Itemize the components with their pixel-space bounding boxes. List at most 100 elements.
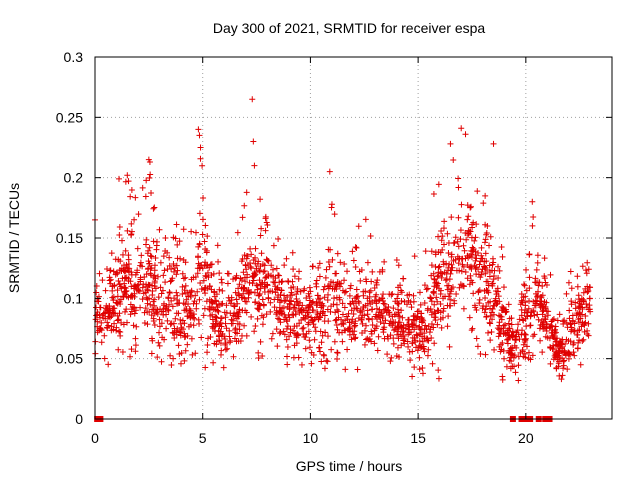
data-point	[500, 322, 507, 329]
data-point	[391, 311, 398, 318]
data-point	[118, 319, 125, 326]
data-point	[241, 284, 248, 291]
data-point	[289, 311, 296, 318]
data-point	[463, 236, 470, 243]
data-point	[147, 301, 154, 308]
data-point	[310, 351, 317, 358]
data-point	[154, 306, 161, 313]
data-point	[364, 295, 371, 302]
data-point	[254, 315, 261, 322]
data-point	[115, 346, 122, 353]
data-point	[173, 331, 180, 338]
data-point	[550, 342, 557, 349]
data-point	[286, 305, 293, 312]
data-point	[541, 298, 548, 305]
data-point	[258, 250, 265, 257]
data-point	[239, 214, 246, 221]
data-point	[339, 311, 346, 318]
data-point	[171, 335, 178, 342]
data-point	[325, 318, 332, 325]
data-point	[179, 317, 186, 324]
data-point	[271, 304, 278, 311]
data-point	[256, 292, 263, 299]
data-point	[576, 303, 583, 310]
data-point	[137, 304, 144, 311]
data-point	[274, 343, 281, 350]
data-point	[116, 224, 123, 231]
data-point	[500, 284, 507, 291]
data-point	[539, 321, 546, 328]
data-point	[535, 282, 542, 289]
data-point	[332, 317, 339, 324]
data-point	[330, 279, 337, 286]
data-point	[127, 278, 134, 285]
data-point	[254, 260, 261, 267]
data-point	[523, 266, 530, 273]
data-point	[485, 282, 492, 289]
data-point	[158, 320, 165, 327]
data-point	[461, 247, 468, 254]
data-point	[211, 328, 218, 335]
data-point	[128, 228, 135, 235]
data-point	[247, 245, 254, 252]
data-point	[580, 296, 587, 303]
data-point	[298, 361, 305, 368]
data-point	[346, 319, 353, 326]
data-point	[128, 346, 135, 353]
data-point	[262, 283, 269, 290]
data-point	[411, 337, 418, 344]
data-point	[291, 342, 298, 349]
data-point	[250, 277, 257, 284]
data-point	[189, 351, 196, 358]
data-point	[555, 360, 562, 367]
data-point	[505, 320, 512, 327]
data-point	[270, 279, 277, 286]
data-point	[417, 301, 424, 308]
data-point	[490, 259, 497, 266]
data-point	[145, 247, 152, 254]
data-point	[444, 282, 451, 289]
data-point	[428, 272, 435, 279]
data-point	[274, 296, 281, 303]
data-point	[371, 340, 378, 347]
data-point	[195, 126, 202, 133]
data-point	[536, 279, 543, 286]
data-point	[313, 302, 320, 309]
data-point	[404, 292, 411, 299]
data-point	[324, 283, 331, 290]
data-point	[516, 336, 523, 343]
data-point	[150, 205, 157, 212]
data-point	[482, 351, 489, 358]
data-point	[382, 305, 389, 312]
data-point	[329, 256, 336, 263]
data-point	[122, 308, 129, 315]
data-point	[521, 336, 528, 343]
data-point	[382, 306, 389, 313]
data-point	[451, 239, 458, 246]
data-point	[306, 284, 313, 291]
data-point	[431, 301, 438, 308]
data-point	[137, 262, 144, 269]
data-point	[503, 363, 510, 370]
data-point	[587, 284, 594, 291]
data-point	[515, 353, 522, 360]
data-point	[543, 320, 550, 327]
data-point	[444, 230, 451, 237]
data-point	[414, 308, 421, 315]
data-point	[143, 177, 150, 184]
data-point	[188, 287, 195, 294]
data-point	[263, 311, 270, 318]
data-point	[289, 249, 296, 256]
data-point	[209, 325, 216, 332]
data-point	[533, 266, 540, 273]
data-point	[142, 193, 149, 200]
data-point	[482, 192, 489, 199]
data-point	[444, 323, 451, 330]
data-point	[373, 291, 380, 298]
data-point	[177, 320, 184, 327]
data-point	[529, 198, 536, 205]
data-point	[369, 299, 376, 306]
data-point	[217, 319, 224, 326]
data-point	[410, 316, 417, 323]
data-point	[153, 246, 160, 253]
